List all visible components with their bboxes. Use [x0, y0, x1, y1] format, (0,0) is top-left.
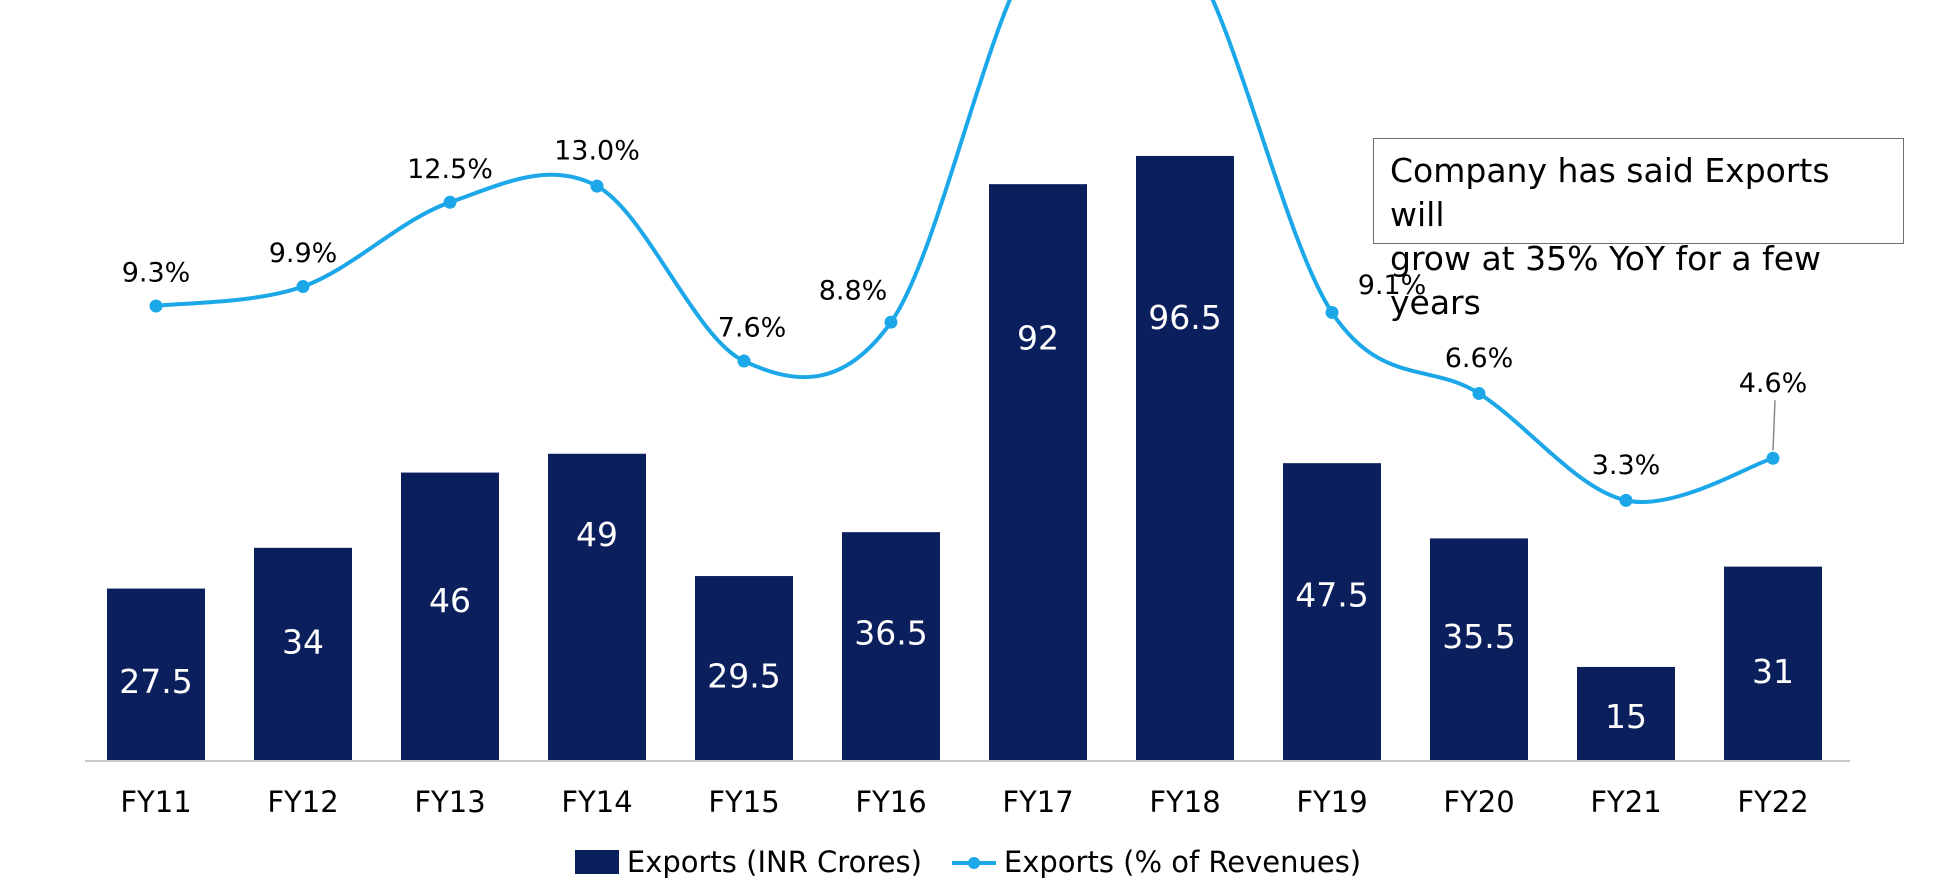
bar-fy18 [1136, 155, 1234, 761]
bar-value-label: 36.5 [854, 614, 927, 653]
x-tick-label: FY20 [1443, 785, 1514, 819]
line-point-fy16 [884, 315, 898, 329]
percent-label: 9.9% [269, 238, 338, 269]
x-tick-labels-group: FY11 FY12 FY13 FY14 FY15 FY16 FY17 FY18 FY19 FY20… [120, 785, 1808, 819]
x-tick-label: FY14 [561, 785, 632, 819]
percent-label: 7.6% [718, 313, 787, 344]
legend-item-line: Exports (% of Revenues) [951, 845, 1362, 879]
annotation-line-1: Company has said Exports will [1390, 151, 1830, 234]
line-point-fy22 [1766, 451, 1780, 465]
percent-label: 3.3% [1592, 450, 1661, 481]
bar-fy20 [1430, 538, 1528, 761]
line-point-fy20 [1472, 386, 1486, 400]
percent-label: 9.1% [1358, 270, 1427, 301]
legend-bar-label: Exports (INR Crores) [626, 845, 922, 879]
bar-fy11 [107, 588, 205, 761]
x-tick-label: FY21 [1590, 785, 1661, 819]
bar-fy13 [401, 472, 499, 761]
x-tick-label: FY19 [1296, 785, 1367, 819]
legend-line-swatch [951, 850, 996, 874]
line-point-fy14 [590, 179, 604, 193]
x-tick-label: FY12 [267, 785, 338, 819]
bar-fy22 [1724, 566, 1822, 761]
bar-value-label: 92 [1017, 318, 1059, 357]
percent-label: 13.0% [554, 136, 640, 167]
x-tick-label: FY11 [120, 785, 191, 819]
bar-fy14 [548, 453, 646, 761]
bar-value-label: 15 [1605, 697, 1647, 736]
percent-labels-group: 9.3%9.9%12.5%13.0%7.6%8.8%20.4%20.3%9.1%… [122, 136, 1808, 481]
percent-label: 4.6% [1739, 368, 1808, 399]
line-point-fy21 [1619, 493, 1633, 507]
bar-fy17 [989, 184, 1087, 761]
label-leader-line [1772, 400, 1776, 451]
annotation-line-2: grow at 35% YoY for a few years [1390, 239, 1822, 322]
bar-value-label: 47.5 [1295, 576, 1368, 615]
bar-labels-group: 27.5 34 46 49 29.5 36.5 92 96.5 47.5 35.5 15 31 [119, 298, 1794, 736]
line-point-fy19 [1325, 305, 1339, 319]
x-tick-label: FY13 [414, 785, 485, 819]
bar-fy12 [254, 547, 352, 761]
x-tick-label: FY18 [1149, 785, 1220, 819]
percent-label: 6.6% [1445, 343, 1514, 374]
x-tick-label: FY17 [1002, 785, 1073, 819]
legend-item-bars: Exports (INR Crores) [574, 845, 922, 879]
legend-line-label: Exports (% of Revenues) [1003, 845, 1362, 879]
bar-fy16 [842, 532, 940, 761]
x-tick-label: FY22 [1737, 785, 1808, 819]
line-series-group [149, 0, 1780, 507]
bar-value-label: 34 [282, 622, 324, 661]
bar-value-label: 46 [429, 581, 471, 620]
percent-label: 8.8% [819, 276, 888, 307]
line-point-fy13 [443, 195, 457, 209]
legend: Exports (INR Crores) Exports (% of Reven… [0, 842, 1936, 882]
bar-value-label: 35.5 [1442, 617, 1515, 656]
bar-value-label: 49 [576, 515, 618, 554]
legend-bar-swatch [574, 850, 619, 874]
percent-label: 9.3% [122, 257, 191, 288]
line-point-fy11 [149, 299, 163, 313]
annotation-box: Company has said Exports will grow at 35… [1373, 138, 1904, 322]
bar-value-label: 27.5 [119, 662, 192, 701]
x-tick-label: FY16 [855, 785, 926, 819]
line-point-fy12 [296, 280, 310, 294]
exports-chart: 27.5 34 46 49 29.5 36.5 92 96.5 47.5 35.5 15 31 9.3… [85, 0, 1850, 819]
bars-group [107, 155, 1822, 761]
percent-label: 12.5% [407, 154, 493, 185]
bar-value-label: 31 [1752, 652, 1794, 691]
bar-fy19 [1283, 463, 1381, 761]
bar-value-label: 96.5 [1148, 298, 1221, 337]
bar-fy15 [695, 576, 793, 761]
x-tick-label: FY15 [708, 785, 779, 819]
bar-value-label: 29.5 [707, 656, 780, 695]
bar-fy21 [1577, 666, 1675, 761]
line-point-fy15 [737, 354, 751, 368]
